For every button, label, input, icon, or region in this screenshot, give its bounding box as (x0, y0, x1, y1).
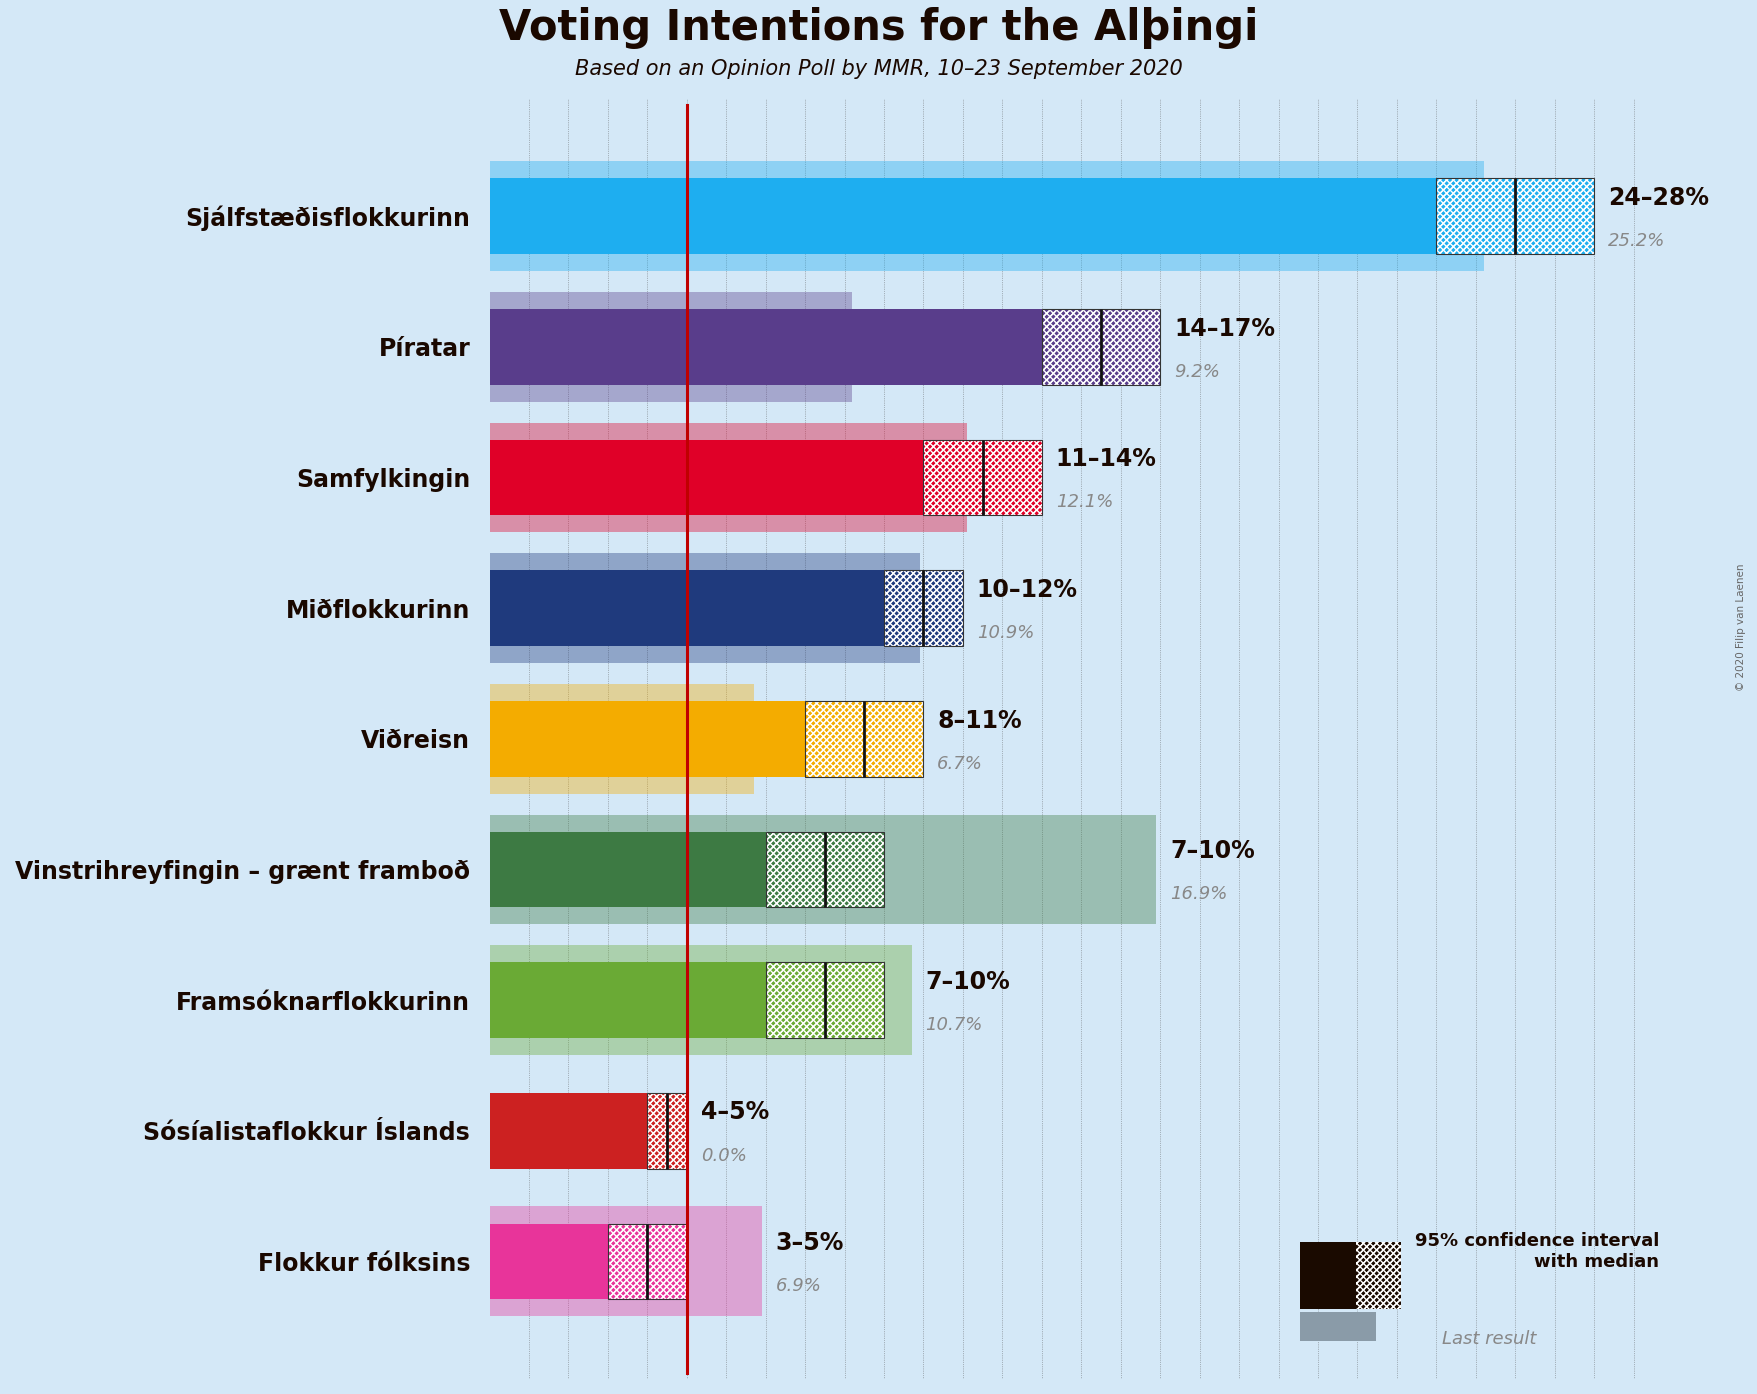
Bar (488, 1206, 761, 1316)
Text: 0.0%: 0.0% (701, 1147, 747, 1164)
Bar (647, 1093, 687, 1168)
Bar (922, 439, 1042, 516)
Bar (766, 962, 884, 1039)
Bar (488, 162, 1483, 272)
Bar (1435, 178, 1594, 254)
Text: 6.9%: 6.9% (775, 1277, 821, 1295)
Text: 9.2%: 9.2% (1174, 362, 1219, 381)
Text: 24–28%: 24–28% (1608, 185, 1708, 210)
Bar (766, 832, 884, 907)
Bar (488, 178, 1435, 254)
Bar (766, 962, 884, 1039)
Bar (488, 570, 884, 645)
Bar (805, 701, 922, 776)
Text: 7–10%: 7–10% (924, 970, 1010, 994)
Bar (884, 570, 963, 645)
Text: 7–10%: 7–10% (1170, 839, 1254, 863)
Bar (647, 1093, 687, 1168)
Bar (766, 832, 884, 907)
Bar (766, 962, 884, 1039)
Bar (488, 684, 754, 793)
Text: Last result: Last result (1441, 1330, 1536, 1348)
Bar (884, 570, 963, 645)
Bar (608, 1224, 687, 1299)
Bar (488, 962, 766, 1039)
Text: 10–12%: 10–12% (977, 579, 1077, 602)
Bar (805, 701, 922, 776)
Bar (608, 1224, 687, 1299)
Bar (1042, 309, 1160, 385)
Text: 12.1%: 12.1% (1054, 493, 1112, 512)
Text: 16.9%: 16.9% (1170, 885, 1226, 903)
Text: 10.7%: 10.7% (924, 1016, 982, 1034)
Bar (488, 291, 852, 401)
Bar (488, 553, 919, 664)
Bar (488, 439, 922, 516)
Text: 25.2%: 25.2% (1608, 231, 1664, 250)
Bar (805, 701, 922, 776)
Bar (647, 1093, 687, 1168)
Bar (488, 422, 966, 533)
Text: © 2020 Filip van Laenen: © 2020 Filip van Laenen (1734, 563, 1745, 691)
Bar (1435, 178, 1594, 254)
Text: 4–5%: 4–5% (701, 1100, 768, 1125)
Bar (922, 439, 1042, 516)
Bar (766, 832, 884, 907)
Text: 8–11%: 8–11% (936, 708, 1021, 732)
Text: 10.9%: 10.9% (977, 625, 1033, 643)
Text: Voting Intentions for the Alþingi: Voting Intentions for the Alþingi (499, 7, 1258, 49)
Bar (488, 945, 912, 1055)
Bar (488, 1224, 608, 1299)
Bar (1042, 309, 1160, 385)
Bar (488, 701, 805, 776)
Bar (488, 309, 1042, 385)
Bar (608, 1224, 687, 1299)
Text: 3–5%: 3–5% (775, 1231, 843, 1255)
Bar (884, 570, 963, 645)
Text: 14–17%: 14–17% (1174, 316, 1274, 340)
Text: Based on an Opinion Poll by MMR, 10–23 September 2020: Based on an Opinion Poll by MMR, 10–23 S… (575, 60, 1182, 79)
Bar (1042, 309, 1160, 385)
Bar (922, 439, 1042, 516)
Bar (488, 1093, 647, 1168)
Text: 11–14%: 11–14% (1054, 447, 1156, 471)
Bar (1435, 178, 1594, 254)
Text: 95% confidence interval
with median: 95% confidence interval with median (1414, 1232, 1659, 1270)
Bar (488, 832, 766, 907)
Text: 6.7%: 6.7% (936, 754, 982, 772)
Bar (488, 814, 1156, 924)
